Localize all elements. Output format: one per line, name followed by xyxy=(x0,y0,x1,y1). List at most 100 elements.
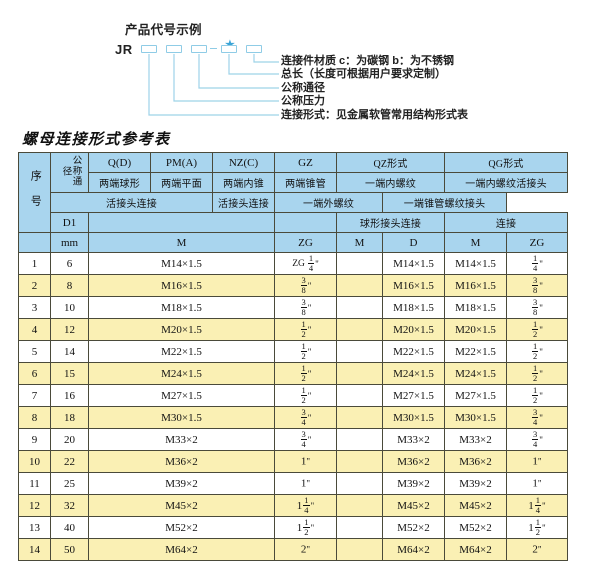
header-desc-qz-3: 球形接头连接 xyxy=(335,212,446,233)
cell-thread-m: M36×2 xyxy=(88,450,275,473)
whole-number: 1 xyxy=(528,521,534,534)
cell-qg-m: M33×2 xyxy=(444,428,508,451)
cell-qg-m: M64×2 xyxy=(444,538,508,561)
fraction-numerator: 3 xyxy=(300,275,307,286)
cell-thread-m: M14×1.5 xyxy=(88,252,275,275)
cell-qg-zg: 3 4 " xyxy=(506,406,569,429)
cell-qg-zg: 1" xyxy=(506,450,569,473)
cell-gz: 1 1 4 " xyxy=(274,494,337,517)
whole-number: 1 xyxy=(532,455,538,468)
header-row-units: mm M ZG M D M ZG xyxy=(18,232,569,253)
fraction-denominator: 4 xyxy=(533,262,538,273)
cell-qz-m xyxy=(336,472,383,495)
cell-qz-m xyxy=(336,450,383,473)
inch-mark: " xyxy=(310,500,315,511)
header-row-d1: D1 球形接头连接 连接 xyxy=(19,212,569,233)
cell-gz: 3 8 " xyxy=(274,296,337,319)
cell-seq: 10 xyxy=(18,450,51,473)
header-desc-qg-1: 一端内螺纹活接头 xyxy=(444,172,569,193)
fraction-denominator: 2 xyxy=(533,394,538,405)
table-row: 11 25 M39×2 1" M39×2 M39×2 1" xyxy=(18,472,569,495)
cell-nominal-bore: 12 xyxy=(50,318,89,341)
cell-qg-m: M22×1.5 xyxy=(444,340,508,363)
cell-nominal-bore: 16 xyxy=(50,384,89,407)
legend-desc-pressure: 公称压力 xyxy=(281,95,325,107)
cell-qz-m xyxy=(336,318,383,341)
cell-thread-m: M20×1.5 xyxy=(88,318,275,341)
fraction-denominator: 2 xyxy=(533,350,538,361)
inch-mark: " xyxy=(307,346,312,357)
whole-number: 1 xyxy=(300,477,307,490)
fraction-denominator: 4 xyxy=(304,504,309,515)
leader-lines xyxy=(148,54,279,116)
header-nominal-bore: 公称通径 xyxy=(50,152,89,193)
whole-number: 2 xyxy=(300,543,307,556)
whole-number: 1 xyxy=(528,499,534,512)
cell-qg-zg: 1 2 " xyxy=(506,362,569,385)
code-box-5 xyxy=(246,45,262,53)
cell-nominal-bore: 20 xyxy=(50,428,89,451)
inch-mark: " xyxy=(315,258,319,269)
header-mm: mm xyxy=(50,232,89,253)
cell-qg-m: M36×2 xyxy=(444,450,508,473)
inch-mark: " xyxy=(537,544,542,555)
cell-thread-m: M30×1.5 xyxy=(88,406,275,429)
fraction-denominator: 4 xyxy=(301,416,306,427)
fraction-denominator: 4 xyxy=(535,504,541,515)
nut-connection-spec-table: 序 号 公称通径 Q(D) PM(A) NZ(C) GZ QZ形式 QG形式 两… xyxy=(18,152,569,561)
cell-nominal-bore: 40 xyxy=(50,516,89,539)
header-sub-qz-d: D xyxy=(381,232,446,253)
fraction-denominator: 4 xyxy=(533,438,538,449)
header-sub-gz: ZG xyxy=(274,232,337,253)
cell-seq: 5 xyxy=(18,340,51,363)
cell-qg-zg: 1 2 " xyxy=(506,384,569,407)
cell-nominal-bore: 32 xyxy=(50,494,89,517)
header-row-desc1: 两端球形 两端平面 两端内锥 两端锥管 一端内螺纹 一端内螺纹活接头 xyxy=(19,172,569,193)
legend-desc-conn-type: 连接形式：见金属软管常用结构形式表 xyxy=(281,109,468,121)
cell-qz-m xyxy=(336,406,383,429)
header-desc-qd-1: 两端球形 xyxy=(88,172,151,193)
cell-qz-m xyxy=(336,252,383,275)
inch-mark: " xyxy=(539,324,543,335)
header-seq-blank xyxy=(18,232,51,253)
fraction-numerator: 3 xyxy=(300,429,307,440)
fraction-numerator: 1 xyxy=(303,517,310,528)
table-row: 8 18 M30×1.5 3 4 " M30×1.5 M30×1.5 3 4 " xyxy=(18,406,569,429)
cell-thread-m: M45×2 xyxy=(88,494,275,517)
header-desc-gz-2: 活接头连接 xyxy=(212,192,275,213)
header-desc-gz-1: 两端锥管 xyxy=(274,172,337,193)
header-nominal-bore-label: 公称通径 xyxy=(60,155,81,187)
cell-seq: 7 xyxy=(18,384,51,407)
inch-mark: " xyxy=(307,324,312,335)
inch-mark: " xyxy=(539,368,543,379)
cell-gz: 1 2 " xyxy=(274,318,337,341)
cell-gz: 3 8 " xyxy=(274,274,337,297)
cell-qz-d: M27×1.5 xyxy=(381,384,446,407)
cell-qz-m xyxy=(336,274,383,297)
fraction-denominator: 8 xyxy=(301,284,306,295)
cell-qg-m: M16×1.5 xyxy=(444,274,508,297)
cell-thread-m: M27×1.5 xyxy=(88,384,275,407)
cell-qz-m xyxy=(336,362,383,385)
cell-qz-d: M30×1.5 xyxy=(381,406,446,429)
cell-qg-zg: 2" xyxy=(506,538,569,561)
cell-qg-zg: 1" xyxy=(506,472,569,495)
table-row: 9 20 M33×2 3 4 " M33×2 M33×2 3 4 " xyxy=(18,428,569,451)
table-row: 3 10 M18×1.5 3 8 " M18×1.5 M18×1.5 3 8 " xyxy=(18,296,569,319)
inch-mark: " xyxy=(307,390,312,401)
cell-gz: ZG 1 4 " xyxy=(274,252,337,275)
inch-mark: " xyxy=(537,456,542,467)
